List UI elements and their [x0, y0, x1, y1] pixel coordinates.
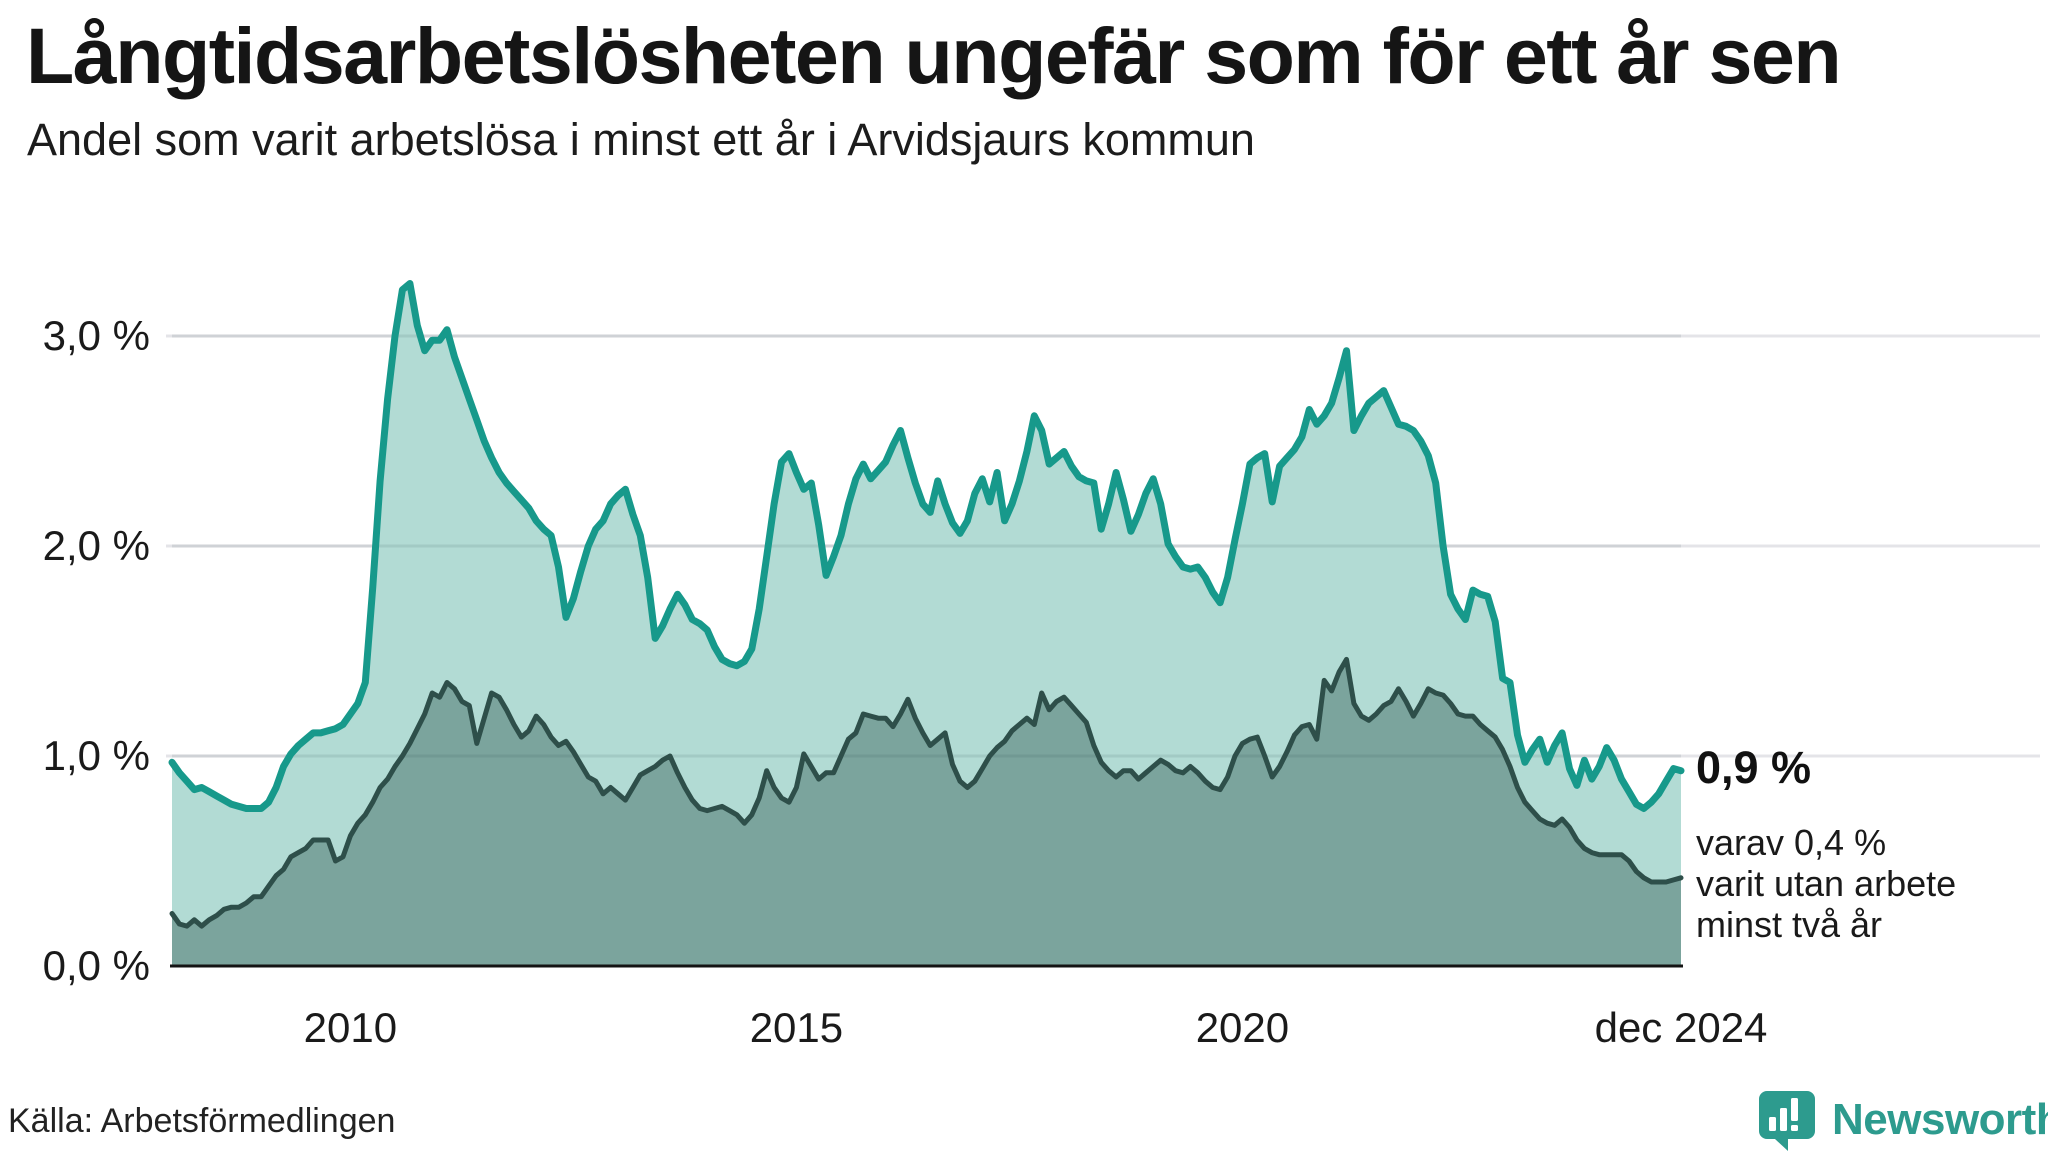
end-value-label: 0,9 %	[1696, 742, 1812, 793]
page-subtitle: Andel som varit arbetslösa i minst ett å…	[27, 114, 1255, 165]
very-long-term-line	[169, 656, 1684, 929]
y-axis-tick-label: 2,0 %	[42, 522, 150, 569]
x-axis-tick-label: dec 2024	[1594, 1004, 1768, 1051]
newsworthy-logo: Newsworthy	[1756, 1088, 2048, 1152]
end-value-note-line: varav 0,4 %	[1696, 822, 1887, 863]
x-axis-tick-label: 2015	[749, 1004, 844, 1051]
end-value-note-line: varit utan arbete	[1696, 863, 1957, 904]
y-axis-tick-label: 0,0 %	[42, 942, 150, 989]
y-axis-tick-label: 3,0 %	[42, 312, 150, 359]
end-value-note: varav 0,4 % varit utan arbete minst två …	[1696, 822, 1956, 945]
source-credit: Källa: Arbetsförmedlingen	[8, 1102, 396, 1140]
series-lines	[168, 280, 1685, 929]
series-areas	[172, 283, 1681, 966]
y-axis-tick-label: 1,0 %	[42, 732, 150, 779]
long-term-line	[168, 280, 1685, 812]
page-title: Långtidsarbetslösheten ungefär som för e…	[26, 11, 1842, 100]
x-axis-tick-label: 2010	[303, 1004, 398, 1051]
newsworthy-logo-icon	[1759, 1091, 1815, 1151]
newsworthy-wordmark: Newsworthy	[1832, 1095, 2048, 1144]
x-axis-tick-label: 2020	[1195, 1004, 1290, 1051]
end-value-note-line: minst två år	[1696, 904, 1883, 945]
